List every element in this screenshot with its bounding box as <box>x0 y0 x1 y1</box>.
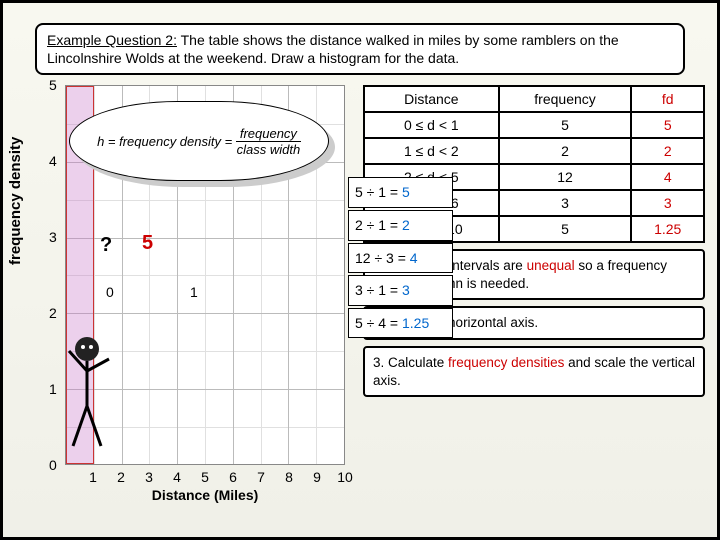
y-tick: 1 <box>49 381 57 397</box>
x-tick: 10 <box>337 469 353 485</box>
note-3: 3. Calculate frequency densities and sca… <box>363 346 705 397</box>
x-tick: 2 <box>117 469 125 485</box>
calc-res: 5 <box>402 184 410 200</box>
calc-res: 3 <box>402 282 410 298</box>
cell-freq: 12 <box>499 164 632 190</box>
calc-res: 4 <box>410 250 418 266</box>
calc-list: 5 ÷ 1 = 5 2 ÷ 1 = 2 12 ÷ 3 = 4 3 ÷ 1 = 3… <box>348 177 453 340</box>
calc-expr: 5 ÷ 4 = <box>355 315 402 331</box>
calc-row: 5 ÷ 4 = 1.25 <box>348 308 453 339</box>
question-prefix: Example Question 2: <box>47 32 177 48</box>
overlay-five: 5 <box>142 232 153 255</box>
formula-den: class width <box>237 142 301 157</box>
calc-row: 12 ÷ 3 = 4 <box>348 243 453 274</box>
calc-row: 2 ÷ 1 = 2 <box>348 210 453 241</box>
overlay-zero: 0 <box>106 284 114 300</box>
page-root: Example Question 2: The table shows the … <box>0 0 720 540</box>
th-fd: fd <box>631 86 704 112</box>
note3-a: 3. Calculate <box>373 355 448 370</box>
x-tick: 7 <box>257 469 265 485</box>
formula-cloud: h = frequency density = frequency class … <box>69 101 329 181</box>
cell-fd: 2 <box>631 138 704 164</box>
calc-expr: 2 ÷ 1 = <box>355 217 402 233</box>
cell-fd: 4 <box>631 164 704 190</box>
cell-fd: 3 <box>631 190 704 216</box>
calc-res: 2 <box>402 217 410 233</box>
x-tick: 9 <box>313 469 321 485</box>
x-tick: 5 <box>201 469 209 485</box>
cell-freq: 2 <box>499 138 632 164</box>
x-tick: 3 <box>145 469 153 485</box>
main-area: frequency density ? 5 0 1 h = frequency … <box>15 85 705 505</box>
calc-expr: 12 ÷ 3 = <box>355 250 410 266</box>
formula-fraction: frequency class width <box>236 126 301 157</box>
table-header-row: Distance frequency fd <box>364 86 704 112</box>
calc-row: 3 ÷ 1 = 3 <box>348 275 453 306</box>
cell-freq: 5 <box>499 216 632 242</box>
y-tick: 2 <box>49 305 57 321</box>
y-axis-label: frequency density <box>7 137 24 265</box>
th-distance: Distance <box>364 86 499 112</box>
cell-freq: 3 <box>499 190 632 216</box>
formula-lhs: h = frequency density = <box>97 134 232 149</box>
calc-row: 5 ÷ 1 = 5 <box>348 177 453 208</box>
note1-b: unequal <box>527 258 575 273</box>
question-box: Example Question 2: The table shows the … <box>35 23 685 75</box>
calc-res: 1.25 <box>402 315 429 331</box>
question-mark: ? <box>100 234 112 257</box>
formula-num: frequency <box>236 126 301 142</box>
calc-expr: 3 ÷ 1 = <box>355 282 402 298</box>
cell-range: 0 ≤ d < 1 <box>364 112 499 138</box>
cell-fd: 1.25 <box>631 216 704 242</box>
stick-figure-icon <box>67 331 127 451</box>
cell-freq: 5 <box>499 112 632 138</box>
x-tick: 4 <box>173 469 181 485</box>
x-tick: 8 <box>285 469 293 485</box>
y-tick: 5 <box>49 77 57 93</box>
cell-fd: 5 <box>631 112 704 138</box>
chart-wrap: frequency density ? 5 0 1 h = frequency … <box>15 85 355 505</box>
note3-b: frequency densities <box>448 355 564 370</box>
x-tick: 6 <box>229 469 237 485</box>
x-axis-label: Distance (Miles) <box>65 487 345 503</box>
y-tick: 4 <box>49 153 57 169</box>
th-frequency: frequency <box>499 86 632 112</box>
table-row: 0 ≤ d < 155 <box>364 112 704 138</box>
x-tick: 1 <box>89 469 97 485</box>
cell-range: 1 ≤ d < 2 <box>364 138 499 164</box>
table-row: 1 ≤ d < 222 <box>364 138 704 164</box>
y-tick: 0 <box>49 457 57 473</box>
calc-expr: 5 ÷ 1 = <box>355 184 402 200</box>
y-tick: 3 <box>49 229 57 245</box>
overlay-one: 1 <box>190 284 198 300</box>
